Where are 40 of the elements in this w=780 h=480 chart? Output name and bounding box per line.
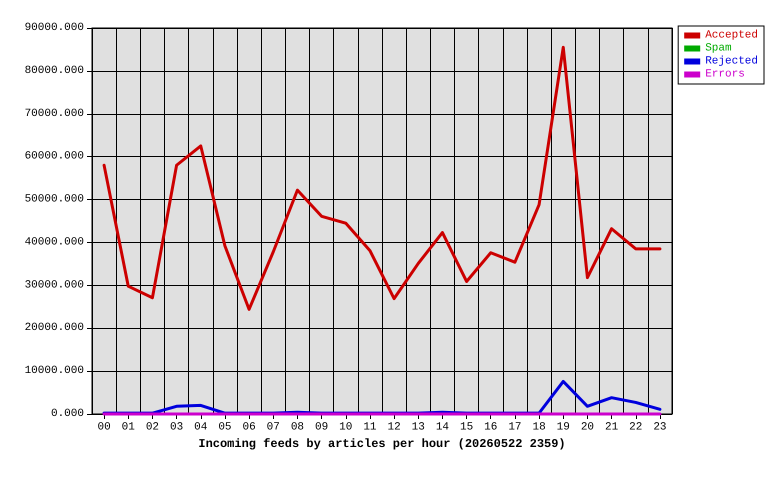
y-tick-label: 90000.000 (24, 22, 84, 34)
x-tick-label: 20 (580, 422, 594, 434)
x-tick-label: 14 (436, 422, 450, 434)
x-tick-label: 11 (363, 422, 377, 434)
x-tick-label: 01 (122, 422, 136, 434)
x-tick-label: 17 (508, 422, 522, 434)
x-tick-label: 06 (242, 422, 256, 434)
x-tick-label: 13 (412, 422, 425, 434)
x-tick-label: 23 (653, 422, 667, 434)
x-tick-label: 16 (484, 422, 498, 434)
y-tick-label: 70000.000 (24, 108, 84, 120)
y-tick-label: 20000.000 (24, 322, 84, 334)
x-tick-label: 21 (604, 422, 619, 434)
y-tick-label: 80000.000 (24, 64, 84, 77)
legend-label: Accepted (705, 30, 758, 42)
y-tick-label: 60000.000 (24, 150, 84, 163)
y-tick-label: 10000.000 (24, 365, 84, 378)
y-tick-label: 30000.000 (24, 279, 84, 292)
x-tick-label: 10 (339, 422, 352, 434)
x-tick-label: 02 (146, 422, 160, 434)
y-tick-label: 50000.000 (24, 194, 84, 206)
legend-label: Errors (705, 68, 745, 80)
x-tick-label: 00 (97, 422, 111, 434)
legend-label: Spam (705, 42, 732, 54)
x-tick-label: 19 (556, 422, 570, 434)
x-tick-label: 03 (170, 422, 184, 434)
x-tick-label: 22 (629, 422, 642, 434)
x-tick-label: 07 (266, 422, 280, 434)
x-tick-label: 08 (290, 422, 304, 434)
x-tick-label: 12 (387, 422, 401, 434)
legend-label: Rejected (705, 56, 758, 68)
x-tick-label: 04 (194, 422, 208, 434)
x-tick-label: 05 (218, 422, 232, 434)
y-tick-label: 40000.000 (24, 236, 84, 248)
x-axis-title: Incoming feeds by articles per hour (20260522 2359) (198, 437, 566, 451)
y-tick-label: 0.000 (50, 408, 84, 420)
x-tick-label: 15 (460, 422, 474, 434)
x-tick-label: 18 (532, 422, 546, 434)
x-tick-label: 09 (314, 422, 328, 434)
line-series (102, 46, 662, 311)
